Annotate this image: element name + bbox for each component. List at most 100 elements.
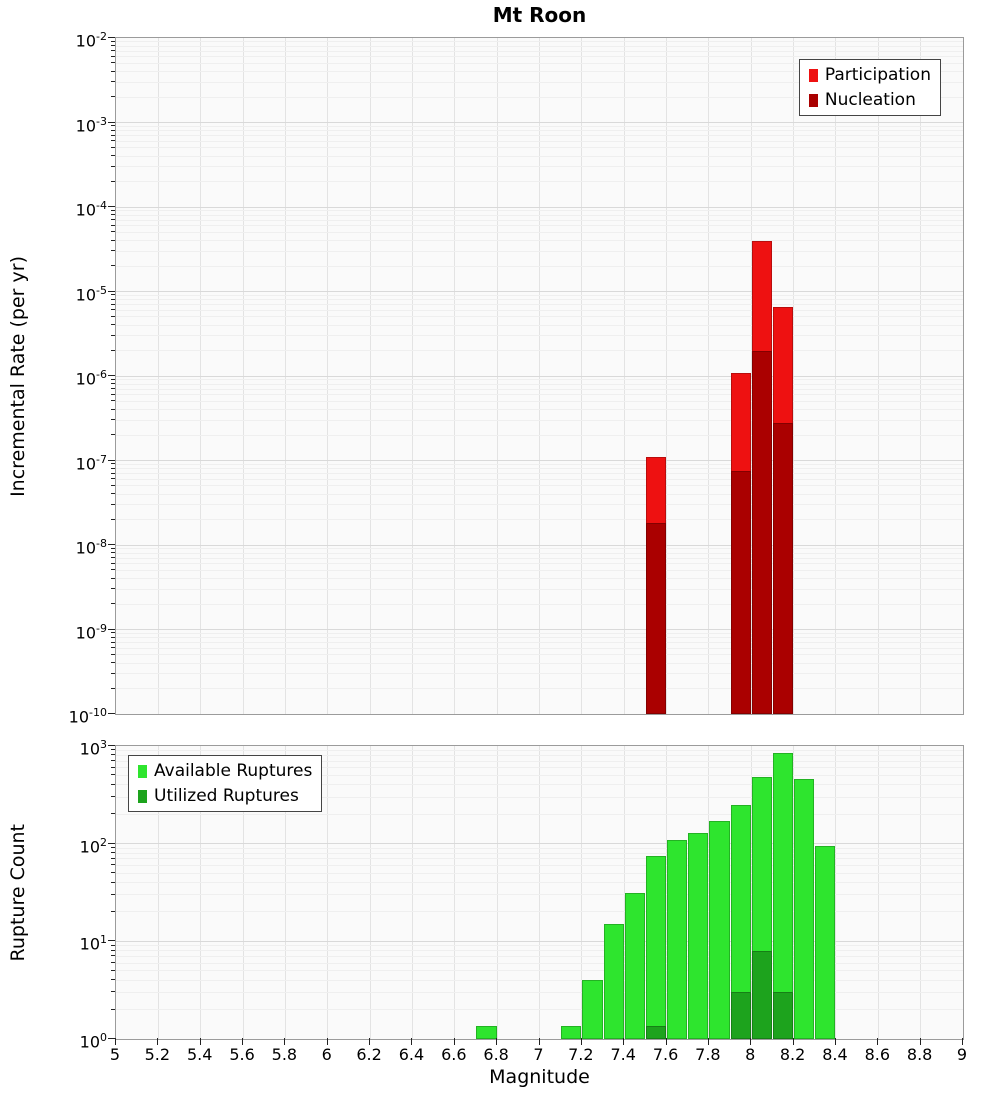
grid-line-minor bbox=[116, 557, 963, 559]
grid-line-minor bbox=[116, 96, 963, 98]
grid-line-minor bbox=[116, 62, 963, 64]
grid-line-vertical bbox=[242, 746, 244, 1039]
x-tick-mark bbox=[707, 1038, 709, 1045]
y-minor-tick-mark bbox=[111, 754, 115, 756]
grid-line-vertical bbox=[284, 746, 286, 1039]
x-tick-mark bbox=[326, 1038, 328, 1045]
grid-line-minor bbox=[116, 383, 963, 385]
grid-line-minor bbox=[116, 1009, 963, 1011]
x-tick-mark bbox=[538, 1038, 540, 1045]
legend: Participation Nucleation bbox=[798, 59, 941, 116]
x-tick-label: 5.4 bbox=[186, 1045, 213, 1064]
x-tick-mark bbox=[284, 1038, 286, 1045]
x-tick-mark bbox=[792, 1038, 794, 1045]
grid-line-minor bbox=[116, 56, 963, 58]
y-minor-tick-mark bbox=[111, 315, 115, 317]
bar-available-ruptures bbox=[624, 893, 645, 1039]
y-minor-tick-mark bbox=[111, 949, 115, 951]
x-tick-mark bbox=[962, 1038, 963, 1045]
grid-line-minor bbox=[116, 654, 963, 656]
y-minor-tick-mark bbox=[111, 96, 115, 98]
grid-line-minor bbox=[116, 519, 963, 521]
bar-nucleation bbox=[751, 350, 772, 714]
grid-line-minor bbox=[116, 125, 963, 127]
bar-available-ruptures bbox=[688, 832, 709, 1039]
y-tick-label: 10-4 bbox=[75, 199, 107, 220]
grid-line-minor bbox=[116, 240, 963, 242]
grid-line-minor bbox=[116, 632, 963, 634]
y-tick-mark bbox=[108, 628, 115, 630]
grid-line-minor bbox=[116, 673, 963, 675]
y-tick-mark bbox=[108, 842, 115, 844]
grid-line-minor bbox=[116, 468, 963, 470]
legend-item: Nucleation bbox=[808, 90, 931, 110]
x-tick-mark bbox=[750, 1038, 752, 1045]
x-tick-label: 8.6 bbox=[864, 1045, 891, 1064]
y-tick-mark bbox=[108, 290, 115, 292]
y-tick-mark bbox=[108, 206, 115, 207]
grid-line-minor bbox=[116, 400, 963, 402]
grid-line-vertical bbox=[666, 746, 668, 1039]
y-minor-tick-mark bbox=[111, 1008, 115, 1010]
grid-line-minor bbox=[116, 219, 963, 221]
x-tick-label: 5.8 bbox=[271, 1045, 298, 1064]
grid-line-minor bbox=[116, 872, 963, 874]
grid-line-vertical bbox=[200, 746, 202, 1039]
y-minor-tick-mark bbox=[111, 239, 115, 241]
x-tick-label: 6.8 bbox=[483, 1045, 509, 1064]
y-minor-tick-mark bbox=[111, 408, 115, 410]
grid-line-minor bbox=[116, 265, 963, 267]
x-tick-label: 6.4 bbox=[398, 1045, 425, 1064]
grid-line-minor bbox=[116, 388, 963, 390]
x-tick-label: 6 bbox=[321, 1045, 332, 1064]
y-tick-label: 10-10 bbox=[68, 706, 107, 727]
x-tick-label: 7.2 bbox=[568, 1045, 594, 1064]
y-tick-mark bbox=[108, 459, 115, 461]
y-minor-tick-mark bbox=[111, 309, 115, 311]
y-minor-tick-mark bbox=[111, 641, 115, 643]
legend-item: Participation bbox=[808, 65, 931, 85]
y-minor-tick-mark bbox=[111, 231, 115, 233]
x-tick-label: 6.2 bbox=[356, 1045, 382, 1064]
grid-line-minor bbox=[116, 225, 963, 227]
bar-nucleation bbox=[645, 523, 667, 714]
y-minor-tick-mark bbox=[111, 662, 115, 664]
grid-line-vertical bbox=[708, 746, 710, 1039]
y-minor-tick-mark bbox=[111, 134, 115, 136]
y-tick-label: 10-9 bbox=[75, 621, 107, 642]
grid-line-minor bbox=[116, 642, 963, 644]
grid-line-major bbox=[116, 460, 963, 461]
grid-line-major bbox=[116, 375, 963, 377]
bar-available-ruptures bbox=[815, 845, 836, 1039]
x-tick-label: 6.6 bbox=[441, 1045, 467, 1064]
bar-available-ruptures bbox=[582, 980, 603, 1039]
y-minor-tick-mark bbox=[111, 434, 115, 436]
grid-line-vertical bbox=[157, 746, 159, 1039]
y-minor-tick-mark bbox=[111, 864, 115, 866]
y-minor-tick-mark bbox=[111, 493, 115, 495]
grid-line-minor bbox=[116, 637, 963, 639]
grid-line-minor bbox=[116, 147, 963, 149]
grid-line-minor bbox=[116, 945, 963, 947]
y-minor-tick-mark bbox=[111, 209, 115, 211]
y-minor-tick-mark bbox=[111, 881, 115, 883]
x-tick-label: 7 bbox=[533, 1045, 544, 1064]
y-minor-tick-mark bbox=[111, 165, 115, 167]
bar-nucleation bbox=[772, 422, 794, 714]
y-minor-tick-mark bbox=[111, 672, 115, 674]
x-tick-label: 8 bbox=[745, 1045, 756, 1064]
bar-available-ruptures bbox=[645, 855, 667, 1039]
grid-line-minor bbox=[116, 166, 963, 168]
grid-line-minor bbox=[116, 784, 963, 786]
x-tick-label: 5.2 bbox=[144, 1045, 171, 1064]
y-minor-tick-mark bbox=[111, 944, 115, 946]
grid-line-minor bbox=[116, 858, 963, 860]
grid-line-minor bbox=[116, 754, 963, 756]
grid-line-minor bbox=[116, 434, 963, 436]
grid-line-minor bbox=[116, 894, 963, 896]
grid-line-minor bbox=[116, 324, 963, 326]
y-tick-label: 10-2 bbox=[75, 30, 107, 51]
y-minor-tick-mark bbox=[111, 518, 115, 520]
bar-available-ruptures bbox=[476, 1026, 497, 1039]
grid-line-minor bbox=[116, 847, 963, 849]
